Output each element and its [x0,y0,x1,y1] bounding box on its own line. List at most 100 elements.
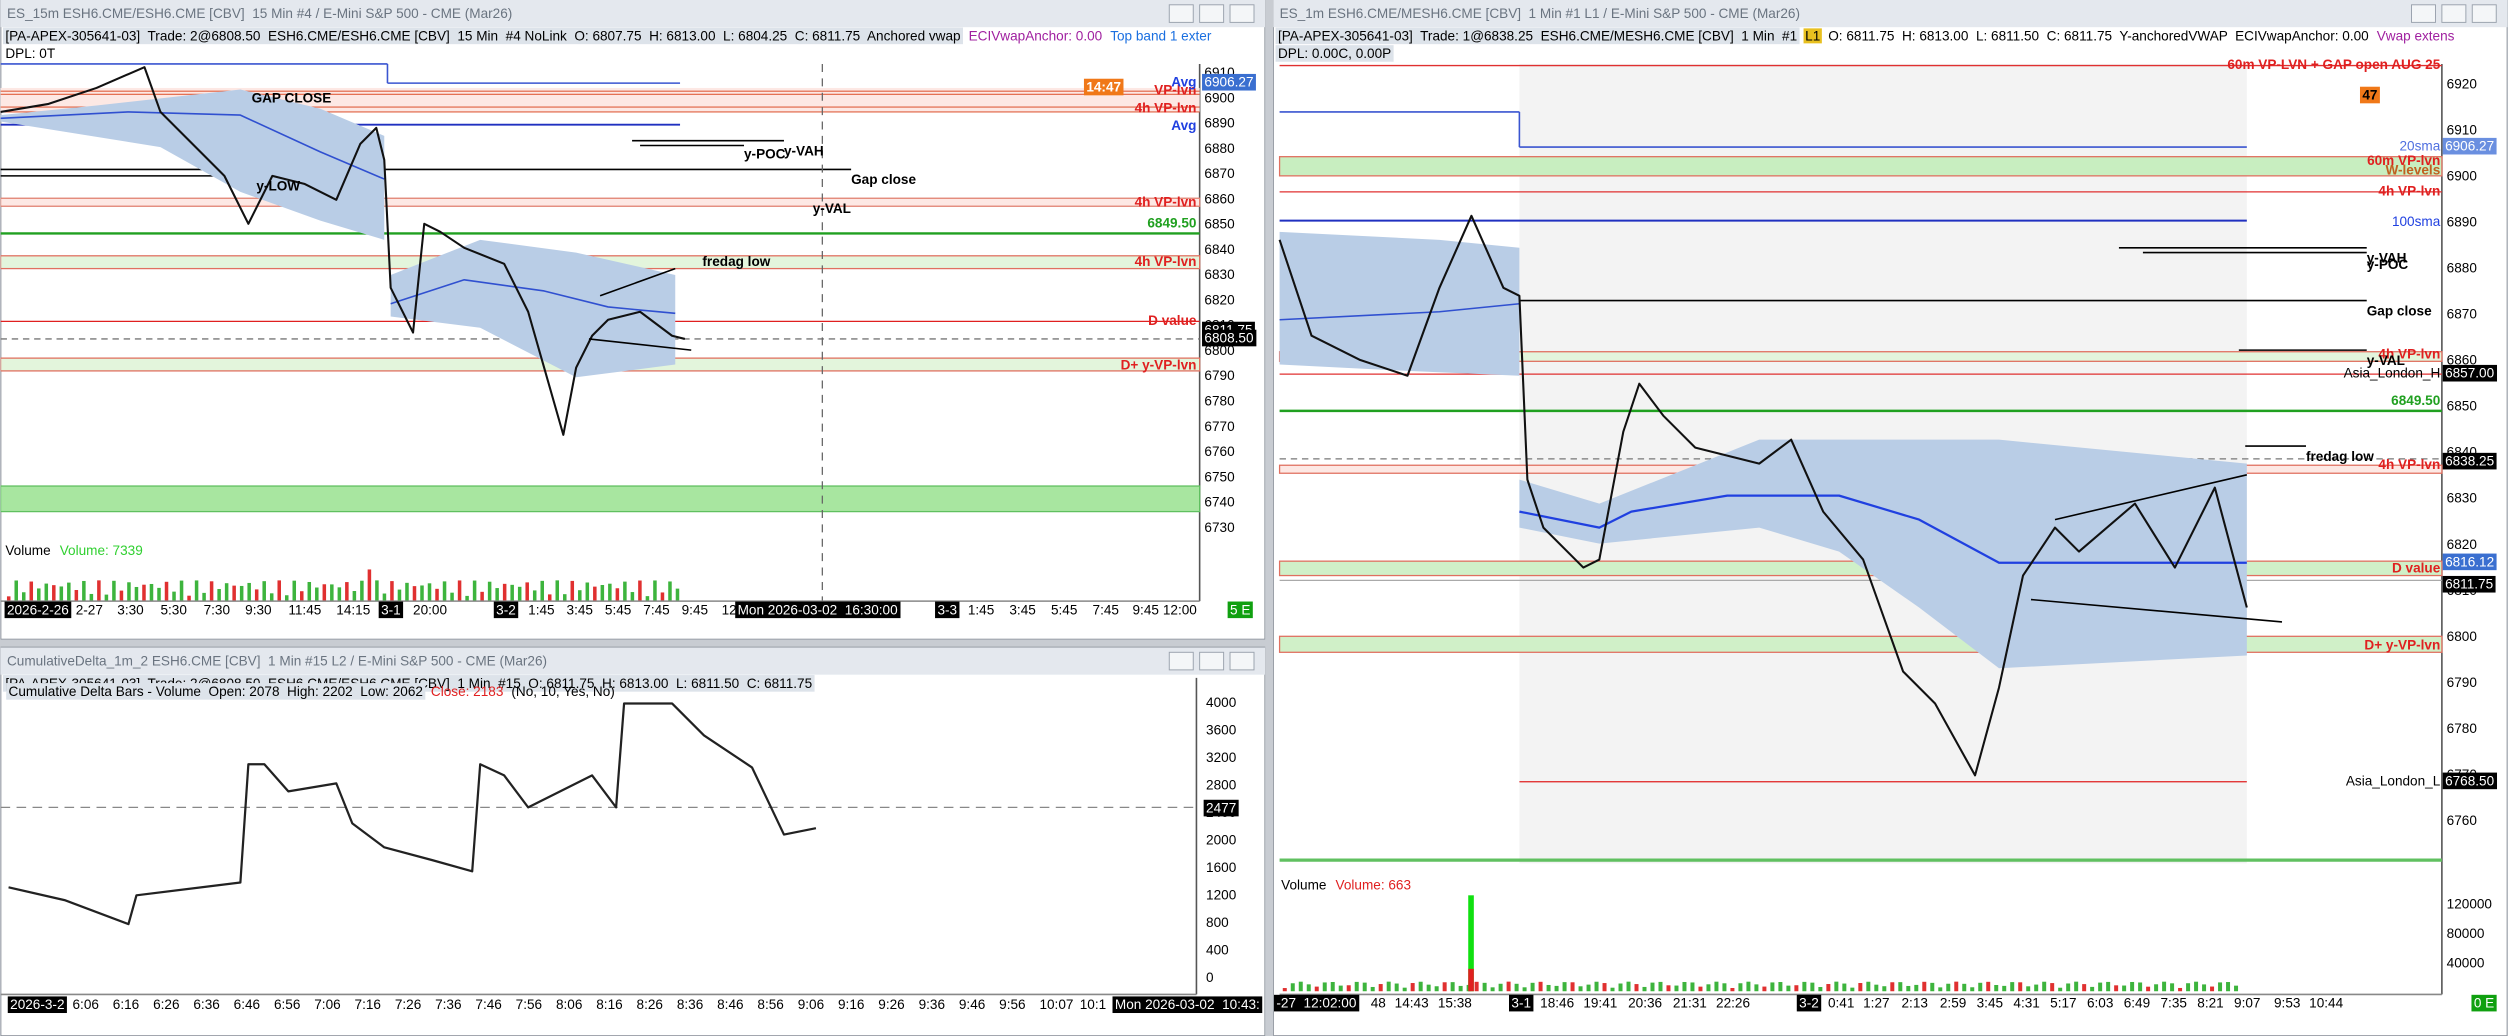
value-tag-box [1203,799,1239,817]
volume-bar [1554,985,1559,992]
volume-bar [1818,987,1823,992]
time-label: 7:06 [314,997,340,1012]
volume-bar [2202,984,2207,992]
price-tag-box [2442,553,2497,571]
level-annotation: fredag low [702,254,770,269]
time-label: 6:03 [2087,996,2113,1011]
window-min-button[interactable] [2411,4,2436,23]
window-min-button[interactable] [1168,4,1194,23]
dpl-text: DPL: 0T [5,46,55,61]
value-tick-label: 3200 [1206,750,1237,765]
time-label-box [1796,994,1822,1012]
price-tick-label: 6800 [1204,343,1235,358]
header-badge [1803,28,1822,44]
time-label: 6:49 [2124,996,2150,1011]
volume-bar [315,587,319,602]
volume-bar [209,581,214,602]
level-annotation: 4h VP-lvn [2378,457,2440,472]
level-annotation: Asia_London_L [2346,773,2441,788]
volume-bar [1586,984,1591,992]
clock: 14:47 [1086,80,1121,95]
volume-tick-label: 40000 [2447,956,2485,971]
window-title: CumulativeDelta_1m_2 ESH6.CME [CBV] 1 Mi… [7,653,547,668]
time-label: 2:13 [1901,996,1927,1011]
clock-box [2359,86,2380,104]
volume-bar [1754,984,1759,992]
volume-bar [269,593,274,602]
time-label: 8:46 [717,997,743,1012]
volume-bar [134,586,139,602]
volume-bar [239,585,244,602]
price-tick-label: 6890 [2447,214,2478,229]
volume-bar [1610,987,1615,992]
window-max-button[interactable] [1199,651,1225,671]
header-text: [PA-APEX-305641-03] Trade: 2@6808.50 ESH… [5,28,960,43]
price-tick-label: 6740 [1204,495,1235,510]
volume-bar [2138,982,2143,992]
volume-bar [2122,985,2127,992]
level-annotation: y-POC [744,147,786,162]
volume-bar [2074,981,2079,992]
window-close-button[interactable] [2471,4,2497,23]
price-tick-label: 6750 [1204,469,1235,484]
delta-bars [8,702,817,926]
volume-bar [1938,987,1943,992]
time-label: 7:16 [355,997,381,1012]
volume-bar [97,580,101,602]
window-close-button[interactable] [1229,4,1255,23]
level-annotation: y-LOW [256,179,300,194]
window-max-button[interactable] [2441,4,2467,23]
volume-bar [390,581,394,602]
time-label: 7:36 [435,997,461,1012]
level-annotation: Gap close [851,172,916,187]
level-annotation: 60m VP-LVN + GAP open AUG 25 [2227,57,2440,72]
volume-bar [668,581,672,602]
volume-bar [172,591,176,602]
volume-bar [1946,983,1951,992]
time-label: 3-2 [496,602,516,617]
level-annotation: Avg [1171,118,1196,133]
price-tick-label: 6900 [2447,168,2478,183]
window-close-button[interactable] [1229,651,1255,671]
volume-bar [1922,981,1927,992]
volume-bar [67,582,71,602]
volume-bar [510,584,514,602]
window-max-button[interactable] [1199,4,1225,23]
volume-bar [1282,988,1287,992]
price-tag-box [2442,452,2497,470]
volume-bar [435,588,439,602]
volume-bar [277,580,281,602]
volume-bar [540,580,544,602]
volume-bar [1810,982,1815,992]
volume-bar [2218,982,2223,992]
time-label: 7:26 [395,997,421,1012]
volume-bar [247,582,251,602]
price-tick-label: 6730 [1204,520,1235,535]
level-annotation: fredag low [2306,449,2374,464]
volume-bar [1618,983,1623,992]
volume-bar [1538,981,1543,992]
volume-bar [1698,986,1703,992]
volume-bar [104,594,109,602]
time-label: 2026-3-2 [10,997,64,1012]
time-label-box [1509,994,1534,1012]
window-1m: ES_1m ESH6.CME/MESH6.CME [CBV] 1 Min #1 … [1273,0,2508,1036]
volume-bar [1994,984,1999,992]
time-label: 7:45 [643,602,669,617]
volume-bar [1802,981,1807,992]
time-label: 21:31 [1673,996,1707,1011]
time-label: Mon 2026-03-02 16:30:00 [738,602,898,617]
volume-bar [645,596,650,602]
price-line [0,66,686,436]
level-annotation: 4h VP-lvn [2378,183,2440,198]
price-tick-label: 6760 [1204,444,1235,459]
time-label: 8:36 [677,997,703,1012]
time-label: 2026-2-26 [7,602,69,617]
volume-bar [202,592,206,602]
volume-bar [1522,987,1527,992]
price-tick-label: 6850 [1204,217,1235,232]
price-tag-box [2442,364,2498,382]
window-min-button[interactable] [1168,651,1194,671]
time-label: 1:27 [1863,996,1889,1011]
volume-bar [345,582,349,602]
